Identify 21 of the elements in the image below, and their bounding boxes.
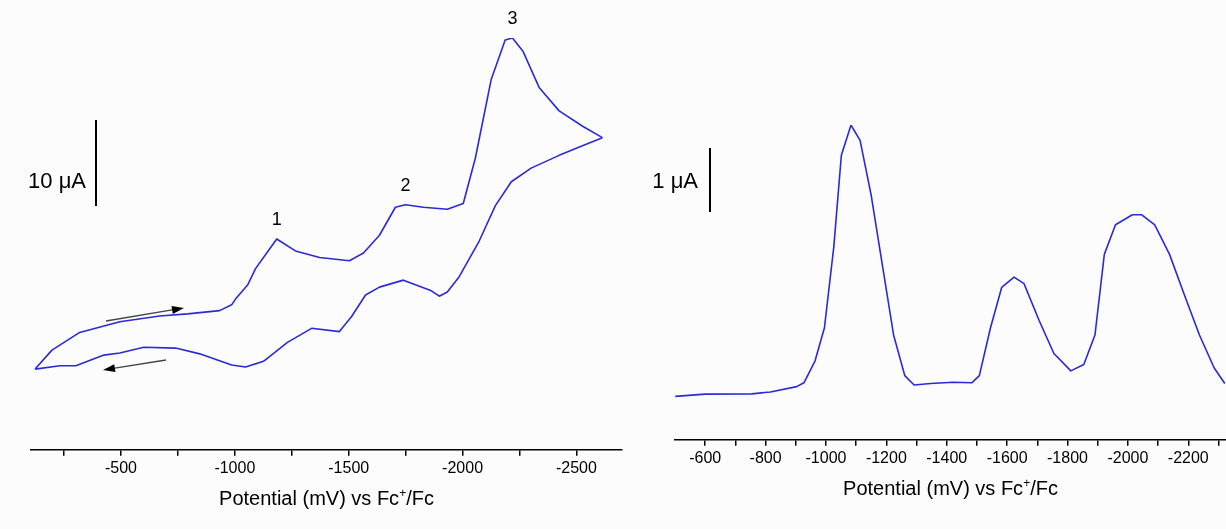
annotation: 3 [507, 7, 518, 28]
x-tick-label: -800 [749, 448, 782, 466]
x-tick-label: -2200 [1167, 448, 1209, 466]
annotation: 10 μA [28, 168, 86, 194]
x-tick-label: -1200 [865, 448, 907, 466]
x-tick-label: -600 [689, 448, 722, 466]
x-tick-label: -1500 [328, 458, 370, 476]
x-tick-label: -2000 [442, 458, 484, 476]
x-tick-label: -2000 [1107, 448, 1149, 466]
x-tick-label: -1000 [805, 448, 847, 466]
x-axis-title: Potential (mV) vs Fc$^{+}$/Fc [219, 485, 434, 510]
x-tick-label: -500 [104, 458, 138, 476]
annotation: 2 [400, 174, 411, 195]
x-axis-title: Potential (mV) vs Fc$^{+}$/Fc [843, 475, 1058, 500]
x-tick-label: -1400 [926, 448, 968, 466]
annotation: 1 μA [652, 168, 698, 194]
annotation: 1 [271, 208, 282, 229]
x-tick-label: -1800 [1047, 448, 1089, 466]
x-tick-label: -1600 [986, 448, 1028, 466]
x-tick-label: -2500 [555, 458, 598, 476]
x-tick-label: -1000 [214, 458, 256, 476]
